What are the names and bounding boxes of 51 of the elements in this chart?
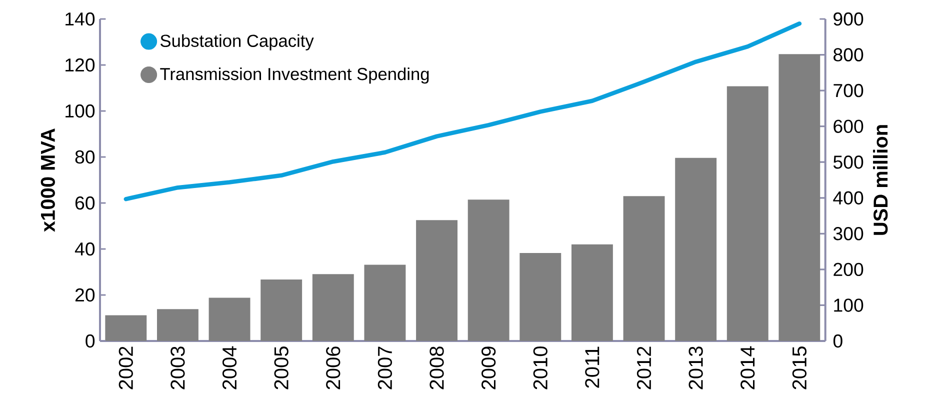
bar: [623, 196, 665, 341]
y2-axis-title: USD million: [873, 125, 888, 235]
y2-tick-label: 0: [833, 334, 842, 348]
x-tick-label: 2009: [481, 346, 496, 390]
bar: [520, 252, 562, 341]
bar: [416, 220, 458, 341]
x-tick-label: 2013: [688, 346, 703, 390]
bar: [208, 298, 250, 341]
x-tick-label: 2011: [585, 346, 600, 388]
x-tick-label: 2007: [378, 346, 392, 390]
bar: [156, 309, 198, 341]
y2-tick-label: 100: [834, 298, 864, 312]
y2-tick-label: 900: [834, 12, 864, 26]
bar: [364, 264, 406, 341]
x-tick-label: 2003: [170, 346, 185, 390]
bar: [260, 279, 302, 341]
y-axis-title: x1000 MVA: [40, 128, 55, 232]
line-series: [124, 21, 802, 202]
y2-tick-label: 700: [834, 84, 864, 98]
x-tick-label: 2002: [118, 346, 133, 390]
y-tick-label: 0: [86, 334, 95, 348]
y2-tick-label: 500: [833, 155, 864, 169]
y-tick-label: 40: [74, 242, 95, 256]
x-tick-label: 2004: [222, 346, 237, 390]
bar: [312, 274, 354, 341]
x-tick-label: 2012: [636, 346, 652, 390]
legend-label: Transmission Investment Spending: [160, 67, 429, 84]
y2-tick-label: 800: [834, 48, 864, 62]
bar: [778, 54, 820, 341]
x-tick-label: 2015: [792, 346, 807, 390]
bar: [105, 315, 147, 341]
x-tick-label: 2005: [274, 346, 288, 390]
x-tick-label: 2014: [740, 346, 755, 390]
y-tick-label: 100: [66, 104, 95, 118]
y2-tick-label: 300: [833, 227, 864, 240]
bar: [468, 200, 510, 341]
y-tick-label: 80: [75, 150, 95, 164]
legend-label: Substation Capacity: [160, 34, 314, 50]
x-tick-label: 2008: [430, 346, 444, 390]
x-tick-label: 2006: [326, 346, 340, 390]
y2-tick-label: 400: [833, 191, 864, 205]
bar: [571, 244, 613, 341]
y2-tick-label: 200: [834, 262, 864, 276]
bar: [675, 158, 717, 341]
y2-tick-label: 600: [834, 120, 864, 133]
x-tick-label: 2010: [533, 346, 548, 390]
bar: [726, 86, 768, 341]
y-tick-label: 120: [66, 58, 95, 72]
y-tick-label: 60: [75, 196, 95, 210]
y-tick-label: 20: [75, 288, 95, 302]
y-tick-label: 140: [66, 12, 95, 26]
